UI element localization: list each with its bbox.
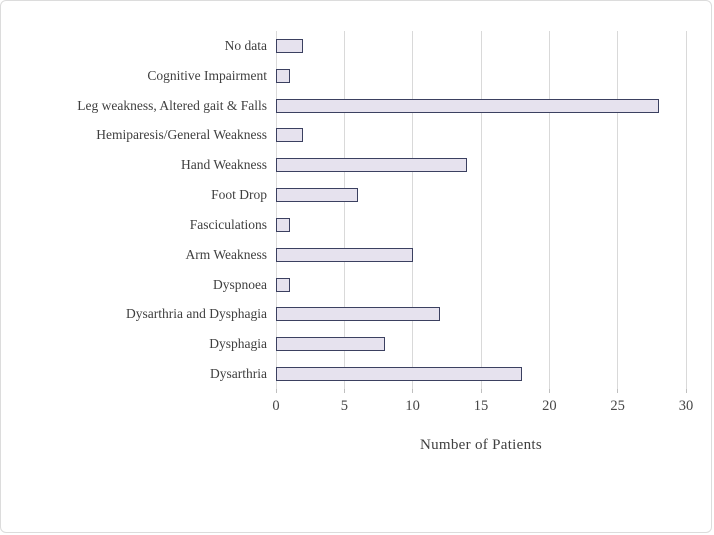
x-tick-label-30: 30	[678, 398, 694, 414]
gridline-x5	[343, 31, 345, 389]
x-tick-label-25: 25	[610, 398, 625, 414]
category-label: Dysphagia	[209, 336, 267, 352]
tick-mark-x15	[480, 389, 482, 393]
category-label: Fasciculations	[189, 216, 267, 232]
tick-mark-x10	[412, 389, 414, 393]
category-label: Cognitive Impairment	[147, 67, 267, 83]
category-label: Hand Weakness	[180, 157, 267, 173]
bar-dysarthria	[276, 367, 522, 382]
category-label: Hemiparesis/General Weakness	[96, 127, 267, 143]
bar-hemiparesis-general-weakness	[276, 128, 304, 143]
bar-dysarthria-and-dysphagia	[276, 307, 440, 322]
gridline-x10	[412, 31, 414, 389]
category-label: Dyspnoea	[213, 276, 267, 292]
gridline-x25	[617, 31, 619, 389]
bar-leg-weakness-altered-gait-falls	[276, 98, 659, 113]
x-tick-label-5: 5	[340, 398, 348, 414]
gridline-x20	[548, 31, 550, 389]
category-label: Dysarthria and Dysphagia	[126, 306, 267, 322]
category-label: Leg weakness, Altered gait & Falls	[77, 97, 267, 113]
bar-foot-drop	[276, 188, 358, 203]
bar-dysphagia	[276, 337, 386, 352]
tick-mark-x0	[275, 389, 277, 393]
category-label: No data	[224, 37, 267, 53]
tick-mark-x25	[617, 389, 619, 393]
x-tick-label-20: 20	[542, 398, 557, 414]
x-tick-label-0: 0	[272, 398, 280, 414]
tick-mark-x5	[343, 389, 345, 393]
gridline-x0	[275, 31, 277, 389]
category-label: Arm Weakness	[185, 246, 267, 262]
bar-no-data	[276, 38, 304, 53]
x-axis-title: Number of Patients	[419, 437, 543, 453]
category-label: Foot Drop	[211, 187, 267, 203]
bar-arm-weakness	[276, 247, 413, 262]
bar-cognitive-impairment	[276, 68, 290, 83]
bar-dyspnoea	[276, 277, 290, 292]
bar-fasciculations	[276, 217, 290, 232]
x-tick-label-10: 10	[405, 398, 420, 414]
x-tick-label-15: 15	[473, 398, 489, 414]
category-label: Dysarthria	[210, 366, 267, 382]
gridline-x30	[685, 31, 687, 389]
gridline-x15	[480, 31, 482, 389]
tick-mark-x30	[685, 389, 687, 393]
tick-mark-x20	[548, 389, 550, 393]
bar-hand-weakness	[276, 158, 468, 173]
